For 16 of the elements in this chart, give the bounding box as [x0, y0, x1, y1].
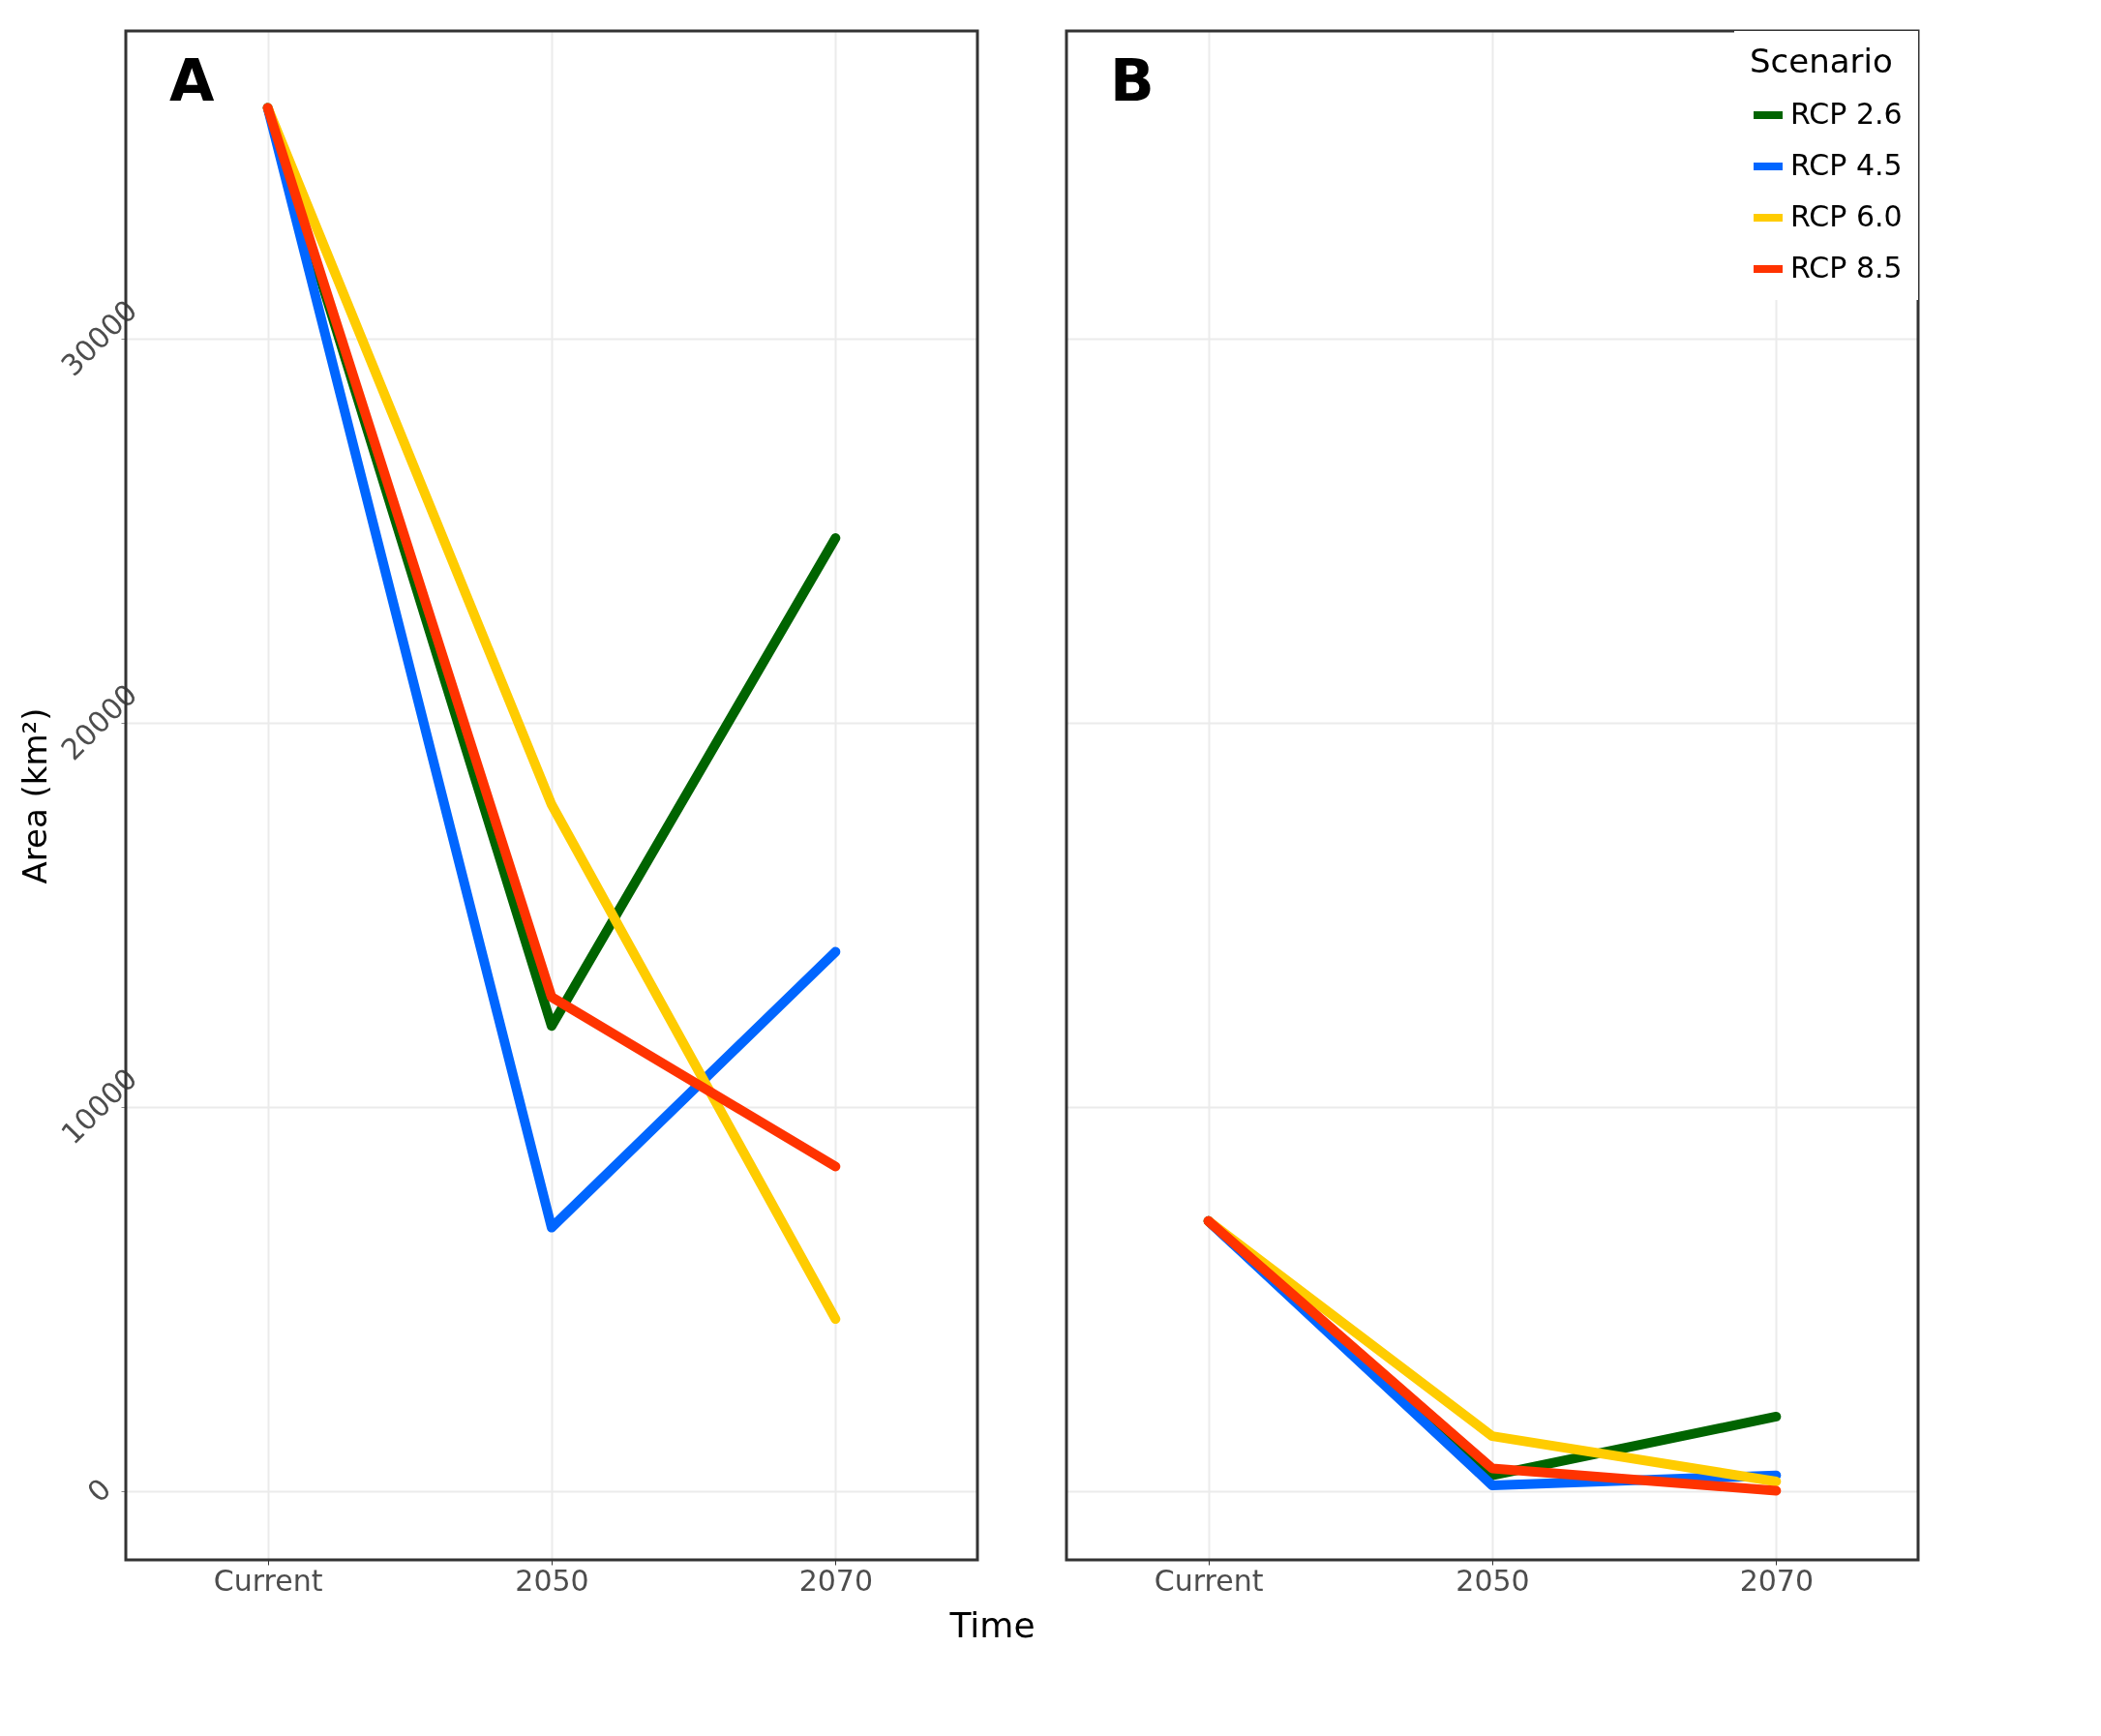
legend-title: Scenario [1750, 42, 1893, 80]
annotation: A [169, 46, 215, 114]
annotation: B [1110, 46, 1155, 114]
x-tick-label: 2050 [1456, 1563, 1530, 1598]
legend-label: RCP 4.5 [1790, 148, 1903, 182]
x-tick-label: Current [213, 1563, 323, 1598]
x-axis-title: Time [948, 1604, 1035, 1645]
y-tick-label: 0 [80, 1471, 118, 1510]
legend-label: RCP 8.5 [1790, 251, 1903, 284]
x-tick-label: 2050 [515, 1563, 589, 1598]
legend-label: RCP 6.0 [1790, 199, 1903, 233]
x-tick-label: Current [1154, 1563, 1264, 1598]
legend-label: RCP 2.6 [1790, 97, 1903, 131]
y-axis-title: Area (km²) [15, 707, 55, 884]
x-tick-label: 2070 [798, 1563, 874, 1598]
x-tick-label: 2070 [1739, 1563, 1815, 1598]
